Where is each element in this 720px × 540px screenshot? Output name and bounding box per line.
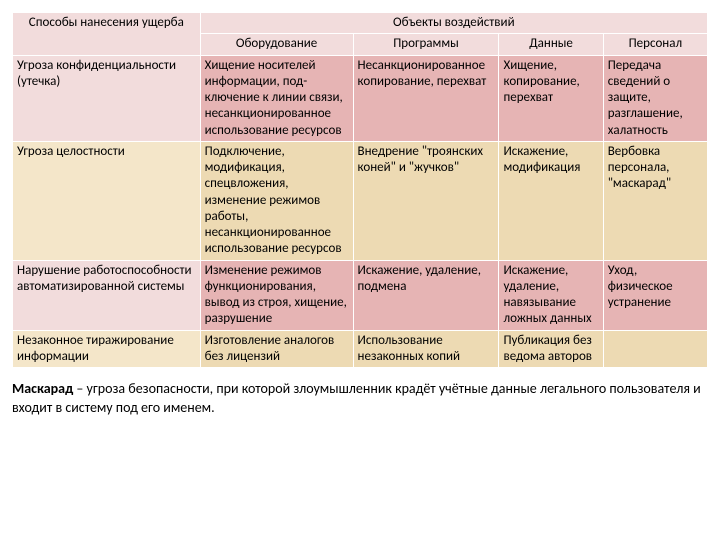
table-row: Нарушение работоспособности автоматизиро… — [13, 260, 708, 330]
col-equipment: Оборудование — [200, 34, 353, 55]
cell: Искажение, удаление, подмена — [353, 260, 499, 330]
row-label: Угроза целостности — [13, 141, 201, 260]
cell: Хищение, копирование, перехват — [499, 55, 603, 141]
row-label: Незаконное тиражирование информации — [13, 330, 201, 368]
cell: Использование незаконных копий — [353, 330, 499, 368]
footnote: Маскарад – угроза безопасности, при кото… — [12, 380, 708, 418]
row-label: Нарушение работоспособности автоматизиро… — [13, 260, 201, 330]
cell: Передача сведений о защите, разглашение,… — [603, 55, 707, 141]
cell: Внедрение "троянских коней" и "жучков" — [353, 141, 499, 260]
cell: Публикация без ведома авторов — [499, 330, 603, 368]
cell — [603, 330, 707, 368]
table-row: Угроза целостности Подключение, модифика… — [13, 141, 708, 260]
col-data: Данные — [499, 34, 603, 55]
footnote-text: – угроза безопасности, при которой злоум… — [12, 380, 701, 416]
cell: Подключение, модификация, спецвложения, … — [200, 141, 353, 260]
header-damage-methods: Способы нанесения ущерба — [13, 13, 201, 56]
table-row: Угроза конфиденциально­сти (утечка) Хище… — [13, 55, 708, 141]
cell: Искажение, удаление, навязывание ложных … — [499, 260, 603, 330]
cell: Несанкционирован­ное копирование, перехв… — [353, 55, 499, 141]
cell: Изготовление аналогов без лицензий — [200, 330, 353, 368]
threat-table: Способы нанесения ущерба Объекты воздейс… — [12, 12, 708, 368]
cell: Уход, физическое устранение — [603, 260, 707, 330]
row-label: Угроза конфиденциально­сти (утечка) — [13, 55, 201, 141]
table-row: Незаконное тиражирование информации Изго… — [13, 330, 708, 368]
col-personnel: Персонал — [603, 34, 707, 55]
cell: Вербовка персонала, "маскарад" — [603, 141, 707, 260]
cell: Изменение режимов функционирования, выво… — [200, 260, 353, 330]
col-programs: Программы — [353, 34, 499, 55]
footnote-term: Маскарад — [12, 380, 73, 397]
cell: Искажение, модификация — [499, 141, 603, 260]
header-impact-objects: Объекты воздействий — [200, 13, 707, 34]
cell: Хищение носителей информации, под­ключен… — [200, 55, 353, 141]
